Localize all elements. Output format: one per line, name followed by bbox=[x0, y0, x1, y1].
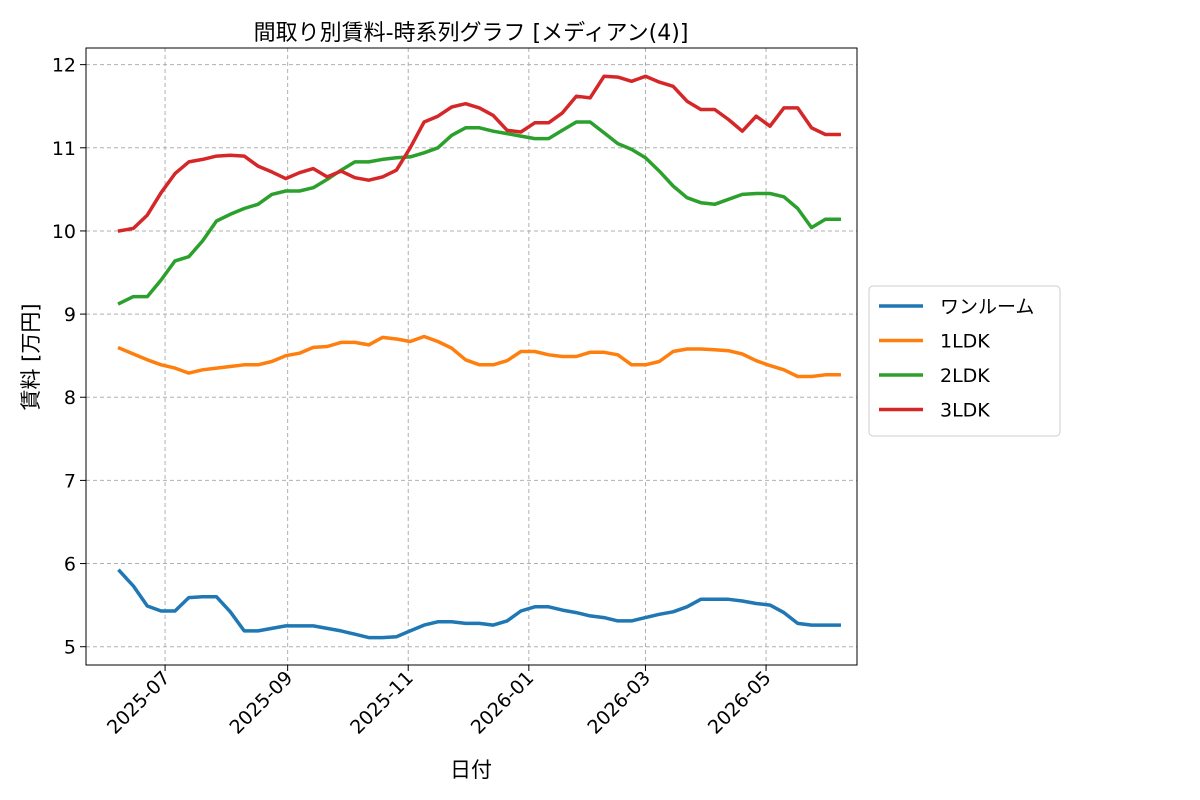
y-tick-label: 6 bbox=[64, 554, 76, 576]
legend-label: ワンルーム bbox=[940, 296, 1034, 318]
series-line-1 bbox=[117, 334, 841, 379]
y-tick-label: 5 bbox=[64, 637, 76, 659]
y-tick-label: 8 bbox=[64, 387, 76, 409]
legend-label: 2LDK bbox=[940, 365, 990, 387]
legend-label: 1LDK bbox=[940, 331, 990, 353]
plot-area bbox=[85, 47, 858, 666]
y-axis-label: 賃料 [万円] bbox=[19, 303, 43, 410]
y-tick-label: 9 bbox=[64, 304, 76, 326]
chart-title: 間取り別賃料-時系列グラフ [メディアン(4)] bbox=[254, 21, 689, 46]
series-lines bbox=[117, 74, 841, 640]
series-line-2 bbox=[117, 120, 841, 306]
y-tick-label: 12 bbox=[52, 55, 76, 77]
y-axis: 5 6 7 8 9 10 11 12 bbox=[52, 55, 86, 659]
series-line-0 bbox=[117, 568, 841, 640]
grid-lines bbox=[86, 48, 857, 665]
series-line-3 bbox=[117, 74, 841, 233]
legend-label: 3LDK bbox=[940, 400, 990, 422]
y-tick-label: 7 bbox=[64, 470, 76, 492]
x-axis-label: 日付 bbox=[450, 758, 492, 782]
y-tick-label: 10 bbox=[52, 221, 76, 243]
legend: ワンルーム 1LDK 2LDK 3LDK bbox=[868, 285, 1061, 437]
y-tick-label: 11 bbox=[52, 138, 76, 160]
legend-box bbox=[868, 285, 1061, 437]
